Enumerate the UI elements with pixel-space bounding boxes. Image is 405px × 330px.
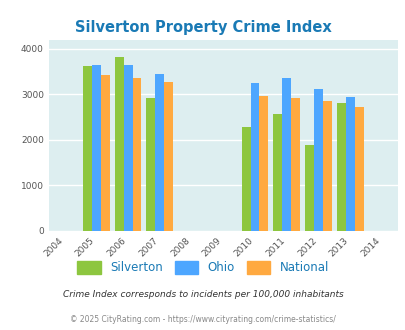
Bar	[322, 101, 331, 231]
Bar	[115, 57, 124, 231]
Bar	[250, 83, 259, 231]
Bar	[336, 103, 345, 231]
Bar	[313, 89, 322, 231]
Bar	[83, 66, 92, 231]
Legend: Silverton, Ohio, National: Silverton, Ohio, National	[72, 257, 333, 279]
Bar	[259, 96, 268, 231]
Bar	[273, 114, 281, 231]
Bar	[305, 145, 313, 231]
Bar	[132, 78, 141, 231]
Bar	[92, 65, 100, 231]
Text: Crime Index corresponds to incidents per 100,000 inhabitants: Crime Index corresponds to incidents per…	[62, 290, 343, 299]
Bar	[124, 65, 132, 231]
Bar	[281, 78, 290, 231]
Bar	[146, 98, 155, 231]
Bar	[241, 127, 250, 231]
Text: © 2025 CityRating.com - https://www.cityrating.com/crime-statistics/: © 2025 CityRating.com - https://www.city…	[70, 315, 335, 324]
Bar	[345, 97, 354, 231]
Bar	[155, 74, 164, 231]
Bar	[290, 98, 299, 231]
Bar	[164, 82, 173, 231]
Bar	[100, 75, 109, 231]
Bar	[354, 107, 363, 231]
Text: Silverton Property Crime Index: Silverton Property Crime Index	[75, 20, 330, 35]
